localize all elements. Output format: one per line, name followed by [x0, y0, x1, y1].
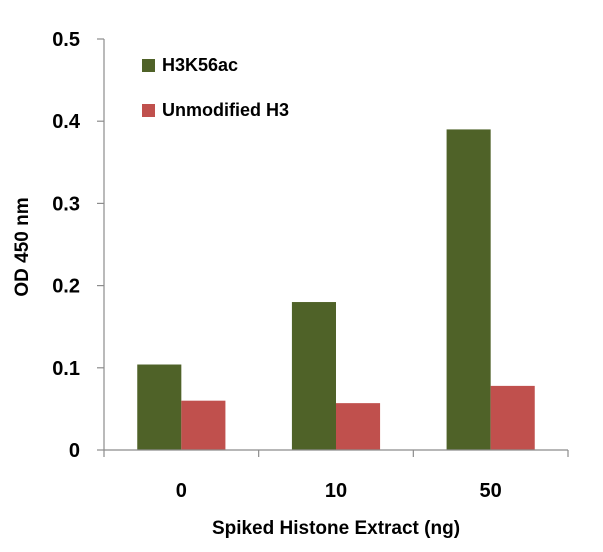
- axes: [103, 39, 568, 451]
- legend-swatch: [142, 59, 155, 72]
- plot-area: [137, 129, 535, 451]
- y-tick-label: 0.3: [52, 193, 80, 215]
- bar-h3k56ac-10: [291, 302, 336, 450]
- y-tick-label: 0.4: [52, 111, 81, 133]
- bar-unmodified-h3-0: [181, 400, 226, 450]
- legend-label: H3K56ac: [162, 55, 238, 75]
- bar-unmodified-h3-10: [336, 403, 381, 450]
- legend-label: Unmodified H3: [162, 100, 289, 120]
- x-tick-label: 0: [176, 480, 187, 502]
- x-axis-ticks: 0 10 50: [103, 450, 569, 502]
- bar-h3k56ac-0: [137, 364, 182, 450]
- y-tick-label: 0.1: [52, 358, 80, 380]
- y-axis-title: OD 450 nm: [12, 197, 33, 296]
- bar-unmodified-h3-50: [490, 385, 535, 450]
- y-tick-label: 0.5: [52, 29, 80, 51]
- y-tick-label: 0: [69, 440, 80, 462]
- y-tick-label: 0.2: [52, 276, 80, 298]
- y-axis-ticks: 0 0.1 0.2 0.3 0.4 0.5: [52, 29, 104, 462]
- x-tick-label: 10: [325, 480, 347, 502]
- legend: H3K56ac Unmodified H3: [142, 55, 289, 120]
- legend-swatch: [142, 104, 155, 117]
- bar-h3k56ac-50: [446, 129, 491, 451]
- x-tick-label: 50: [480, 480, 502, 502]
- x-axis-title: Spiked Histone Extract (ng): [212, 518, 460, 539]
